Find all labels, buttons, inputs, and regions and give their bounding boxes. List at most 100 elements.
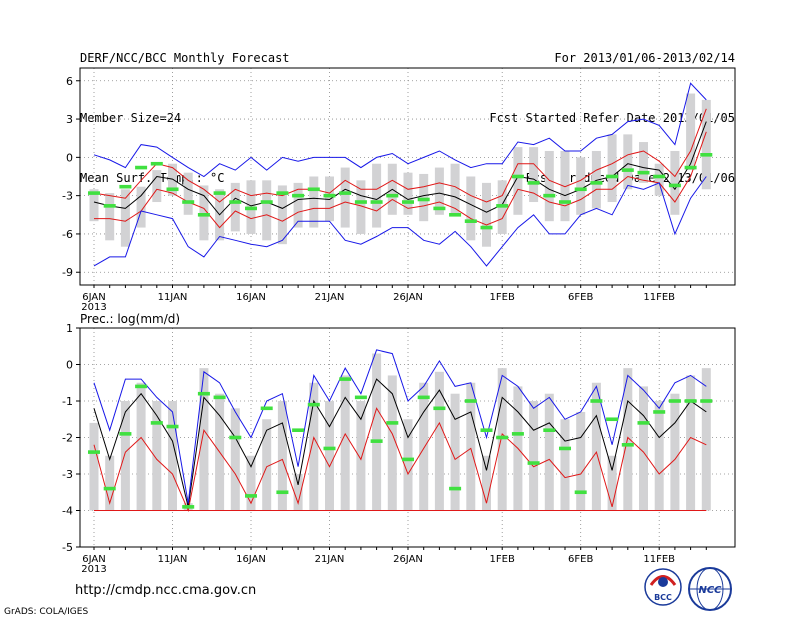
spread-bar: [670, 393, 680, 511]
observed-marker: [700, 153, 713, 157]
x-tick-label: 21JAN: [315, 292, 345, 303]
bcc-logo-text: BCC: [654, 593, 672, 602]
observed-marker: [119, 184, 132, 189]
observed-marker: [229, 435, 242, 440]
observed-marker: [700, 399, 713, 403]
spread-bar: [277, 185, 287, 245]
spread-bar: [701, 368, 711, 511]
spread-bar: [591, 150, 601, 209]
spread-bar: [183, 172, 193, 215]
spread-bar: [372, 163, 382, 228]
observed-marker: [103, 204, 116, 208]
spread-bar: [89, 422, 99, 511]
spread-bar: [340, 167, 350, 228]
spread-bar: [372, 353, 382, 511]
y-tick-label: -3: [62, 190, 73, 203]
x-tick-label: 16JAN: [236, 292, 266, 303]
spread-bar: [560, 419, 570, 511]
spread-bar: [136, 186, 146, 228]
observed-marker: [637, 170, 650, 175]
series-line-ensemble-mean: [93, 121, 707, 216]
observed-marker: [103, 486, 116, 491]
observed-marker: [260, 406, 273, 411]
series-line-ensemble-mean: [93, 378, 707, 508]
observed-marker: [339, 377, 352, 381]
spread-bar: [325, 176, 334, 222]
spread-bar: [466, 382, 476, 511]
observed-marker: [88, 450, 100, 454]
spread-bar: [466, 176, 476, 241]
observed-marker: [323, 193, 336, 198]
y-tick-label: 6: [66, 75, 73, 88]
observed-marker: [496, 435, 509, 440]
observed-marker: [480, 428, 493, 432]
spread-bar: [356, 180, 366, 234]
observed-marker: [527, 461, 540, 465]
observed-marker: [197, 212, 210, 217]
forecast-period: For 2013/01/06-2013/02/14: [554, 51, 735, 65]
spread-bar: [199, 368, 209, 511]
spread-bar: [387, 375, 397, 511]
spread-bar: [120, 189, 130, 247]
observed-marker: [464, 219, 477, 223]
observed-marker: [276, 191, 289, 195]
y-tick-label: -5: [62, 541, 73, 554]
observed-marker: [197, 391, 210, 396]
x-year-label: 2013: [81, 302, 106, 313]
spread-bar: [230, 408, 240, 511]
x-tick-label: 6JAN: [82, 554, 105, 565]
y-tick-label: -3: [62, 468, 73, 481]
observed-marker: [292, 428, 305, 432]
x-tick-label: 16JAN: [236, 554, 266, 565]
observed-marker: [386, 193, 399, 198]
observed-marker: [637, 421, 650, 425]
y-tick-label: -1: [62, 395, 73, 408]
spread-bar: [576, 411, 586, 511]
x-tick-label: 1FEB: [490, 292, 515, 303]
observed-marker: [88, 191, 100, 195]
spread-bar: [168, 401, 177, 511]
spread-bar: [89, 189, 99, 222]
observed-marker: [402, 200, 414, 204]
spread-bar: [576, 157, 586, 215]
spread-bar: [529, 147, 539, 203]
observed-marker: [574, 490, 587, 495]
spread-bar: [686, 375, 696, 511]
observed-marker: [417, 197, 430, 202]
observed-marker: [527, 181, 540, 185]
spread-bar: [654, 401, 664, 511]
spread-bar: [152, 401, 162, 511]
spread-bar: [434, 167, 444, 215]
spread-bar: [686, 93, 696, 171]
x-tick-label: 21JAN: [315, 554, 345, 565]
spread-bar: [623, 134, 633, 190]
x-tick-label: 11FEB: [643, 292, 675, 303]
spread-bar: [639, 386, 648, 511]
chart-title: DERF/NCC/BCC Monthly Forecast: [80, 51, 290, 65]
precip-title: Prec.: log(mm/d): [80, 312, 180, 326]
source-url: http://cmdp.ncc.cma.gov.cn: [75, 583, 256, 598]
observed-marker: [621, 168, 634, 172]
member-size: Member Size=24: [80, 111, 182, 125]
observed-marker: [511, 432, 524, 436]
series-line-lower-spread: [93, 407, 707, 513]
observed-marker: [668, 183, 681, 188]
observed-marker: [150, 421, 163, 425]
spread-bar: [262, 180, 272, 241]
spread-bar: [293, 182, 303, 228]
spread-bar: [497, 368, 507, 511]
spread-bar: [325, 401, 334, 511]
observed-marker: [339, 191, 352, 195]
spread-bar: [513, 147, 523, 215]
observed-marker: [354, 395, 367, 400]
observed-marker: [511, 174, 524, 179]
observed-marker: [260, 200, 273, 204]
observed-marker: [606, 417, 619, 422]
x-year-label: 2013: [81, 564, 106, 575]
observed-marker: [229, 200, 242, 204]
y-tick-label: 0: [66, 151, 73, 164]
